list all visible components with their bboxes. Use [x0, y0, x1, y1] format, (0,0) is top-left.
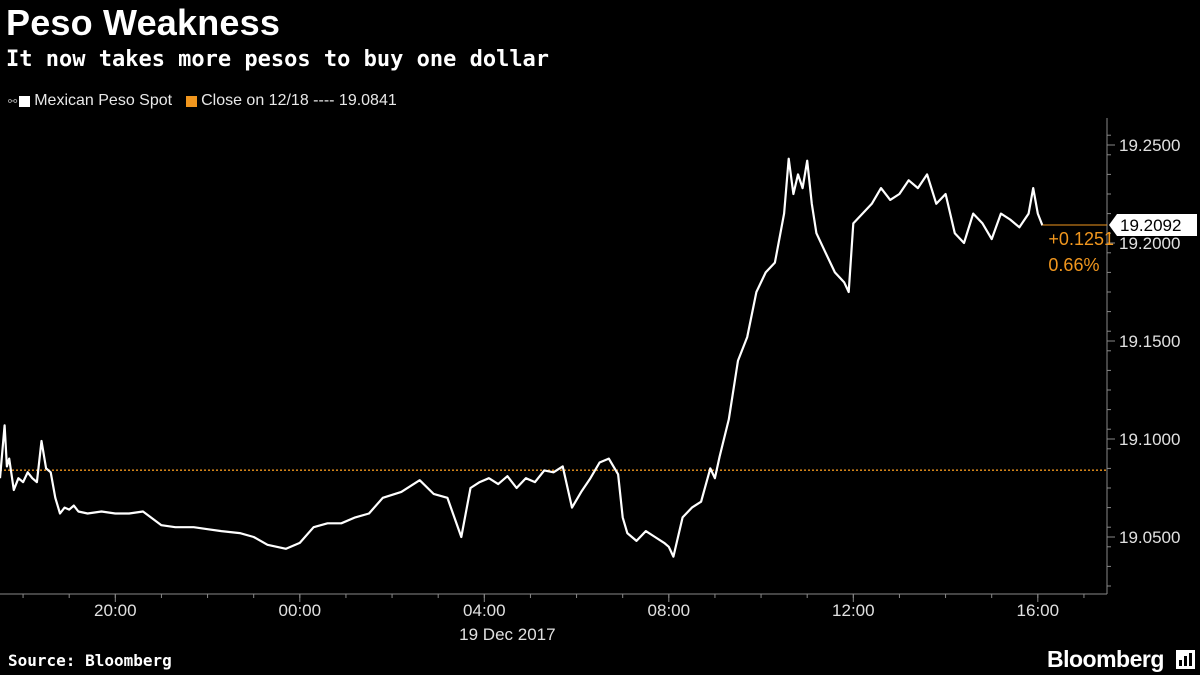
x-tick-label: 20:00 — [94, 601, 137, 620]
x-tick-label: 16:00 — [1017, 601, 1060, 620]
y-tick-label: 19.2000 — [1119, 234, 1180, 253]
line-glyph-icon: ⚯ — [8, 95, 18, 108]
series-line-mexican-peso-spot — [0, 157, 1044, 558]
last-value-label: 19.2092 — [1120, 216, 1181, 235]
close-swatch — [186, 95, 198, 107]
bloomberg-chart-icon — [1176, 650, 1195, 669]
legend-close-label: Close on 12/18 ---- 19.0841 — [201, 92, 397, 109]
series-layer — [0, 157, 1044, 558]
x-tick-label: 08:00 — [648, 601, 691, 620]
label-layer: 19.2092 +0.1251 0.66% — [1042, 213, 1197, 275]
x-tick-label: 00:00 — [279, 601, 322, 620]
series-swatch — [19, 95, 31, 107]
change-pct-label: 0.66% — [1048, 255, 1099, 275]
last-value-badge — [1109, 213, 1197, 236]
chart-subtitle: It now takes more pesos to buy one dolla… — [6, 47, 550, 72]
legend: ⚯ Mexican Peso Spot Close on 12/18 ---- … — [8, 92, 411, 110]
chart-title: Peso Weakness — [6, 2, 281, 43]
legend-item-series: ⚯ Mexican Peso Spot — [8, 92, 172, 110]
y-tick-label: 19.1000 — [1119, 430, 1180, 449]
y-tick-label: 19.2500 — [1119, 136, 1180, 155]
x-tick-label: 04:00 — [463, 601, 506, 620]
x-tick-label: 12:00 — [832, 601, 875, 620]
change-abs-label: +0.1251 — [1048, 229, 1114, 249]
y-tick-label: 19.0500 — [1119, 528, 1180, 547]
legend-item-close: Close on 12/18 ---- 19.0841 — [186, 92, 397, 110]
date-label: 19 Dec 2017 — [459, 625, 555, 644]
y-tick-label: 19.1500 — [1119, 332, 1180, 351]
legend-series-label: Mexican Peso Spot — [34, 92, 173, 109]
brand-logo-text: Bloomberg — [1047, 646, 1164, 672]
source-note: Source: Bloomberg — [8, 651, 172, 670]
axes: 19.2500 19.2000 19.1500 19.1000 19.0500 20:00… — [0, 118, 1180, 644]
